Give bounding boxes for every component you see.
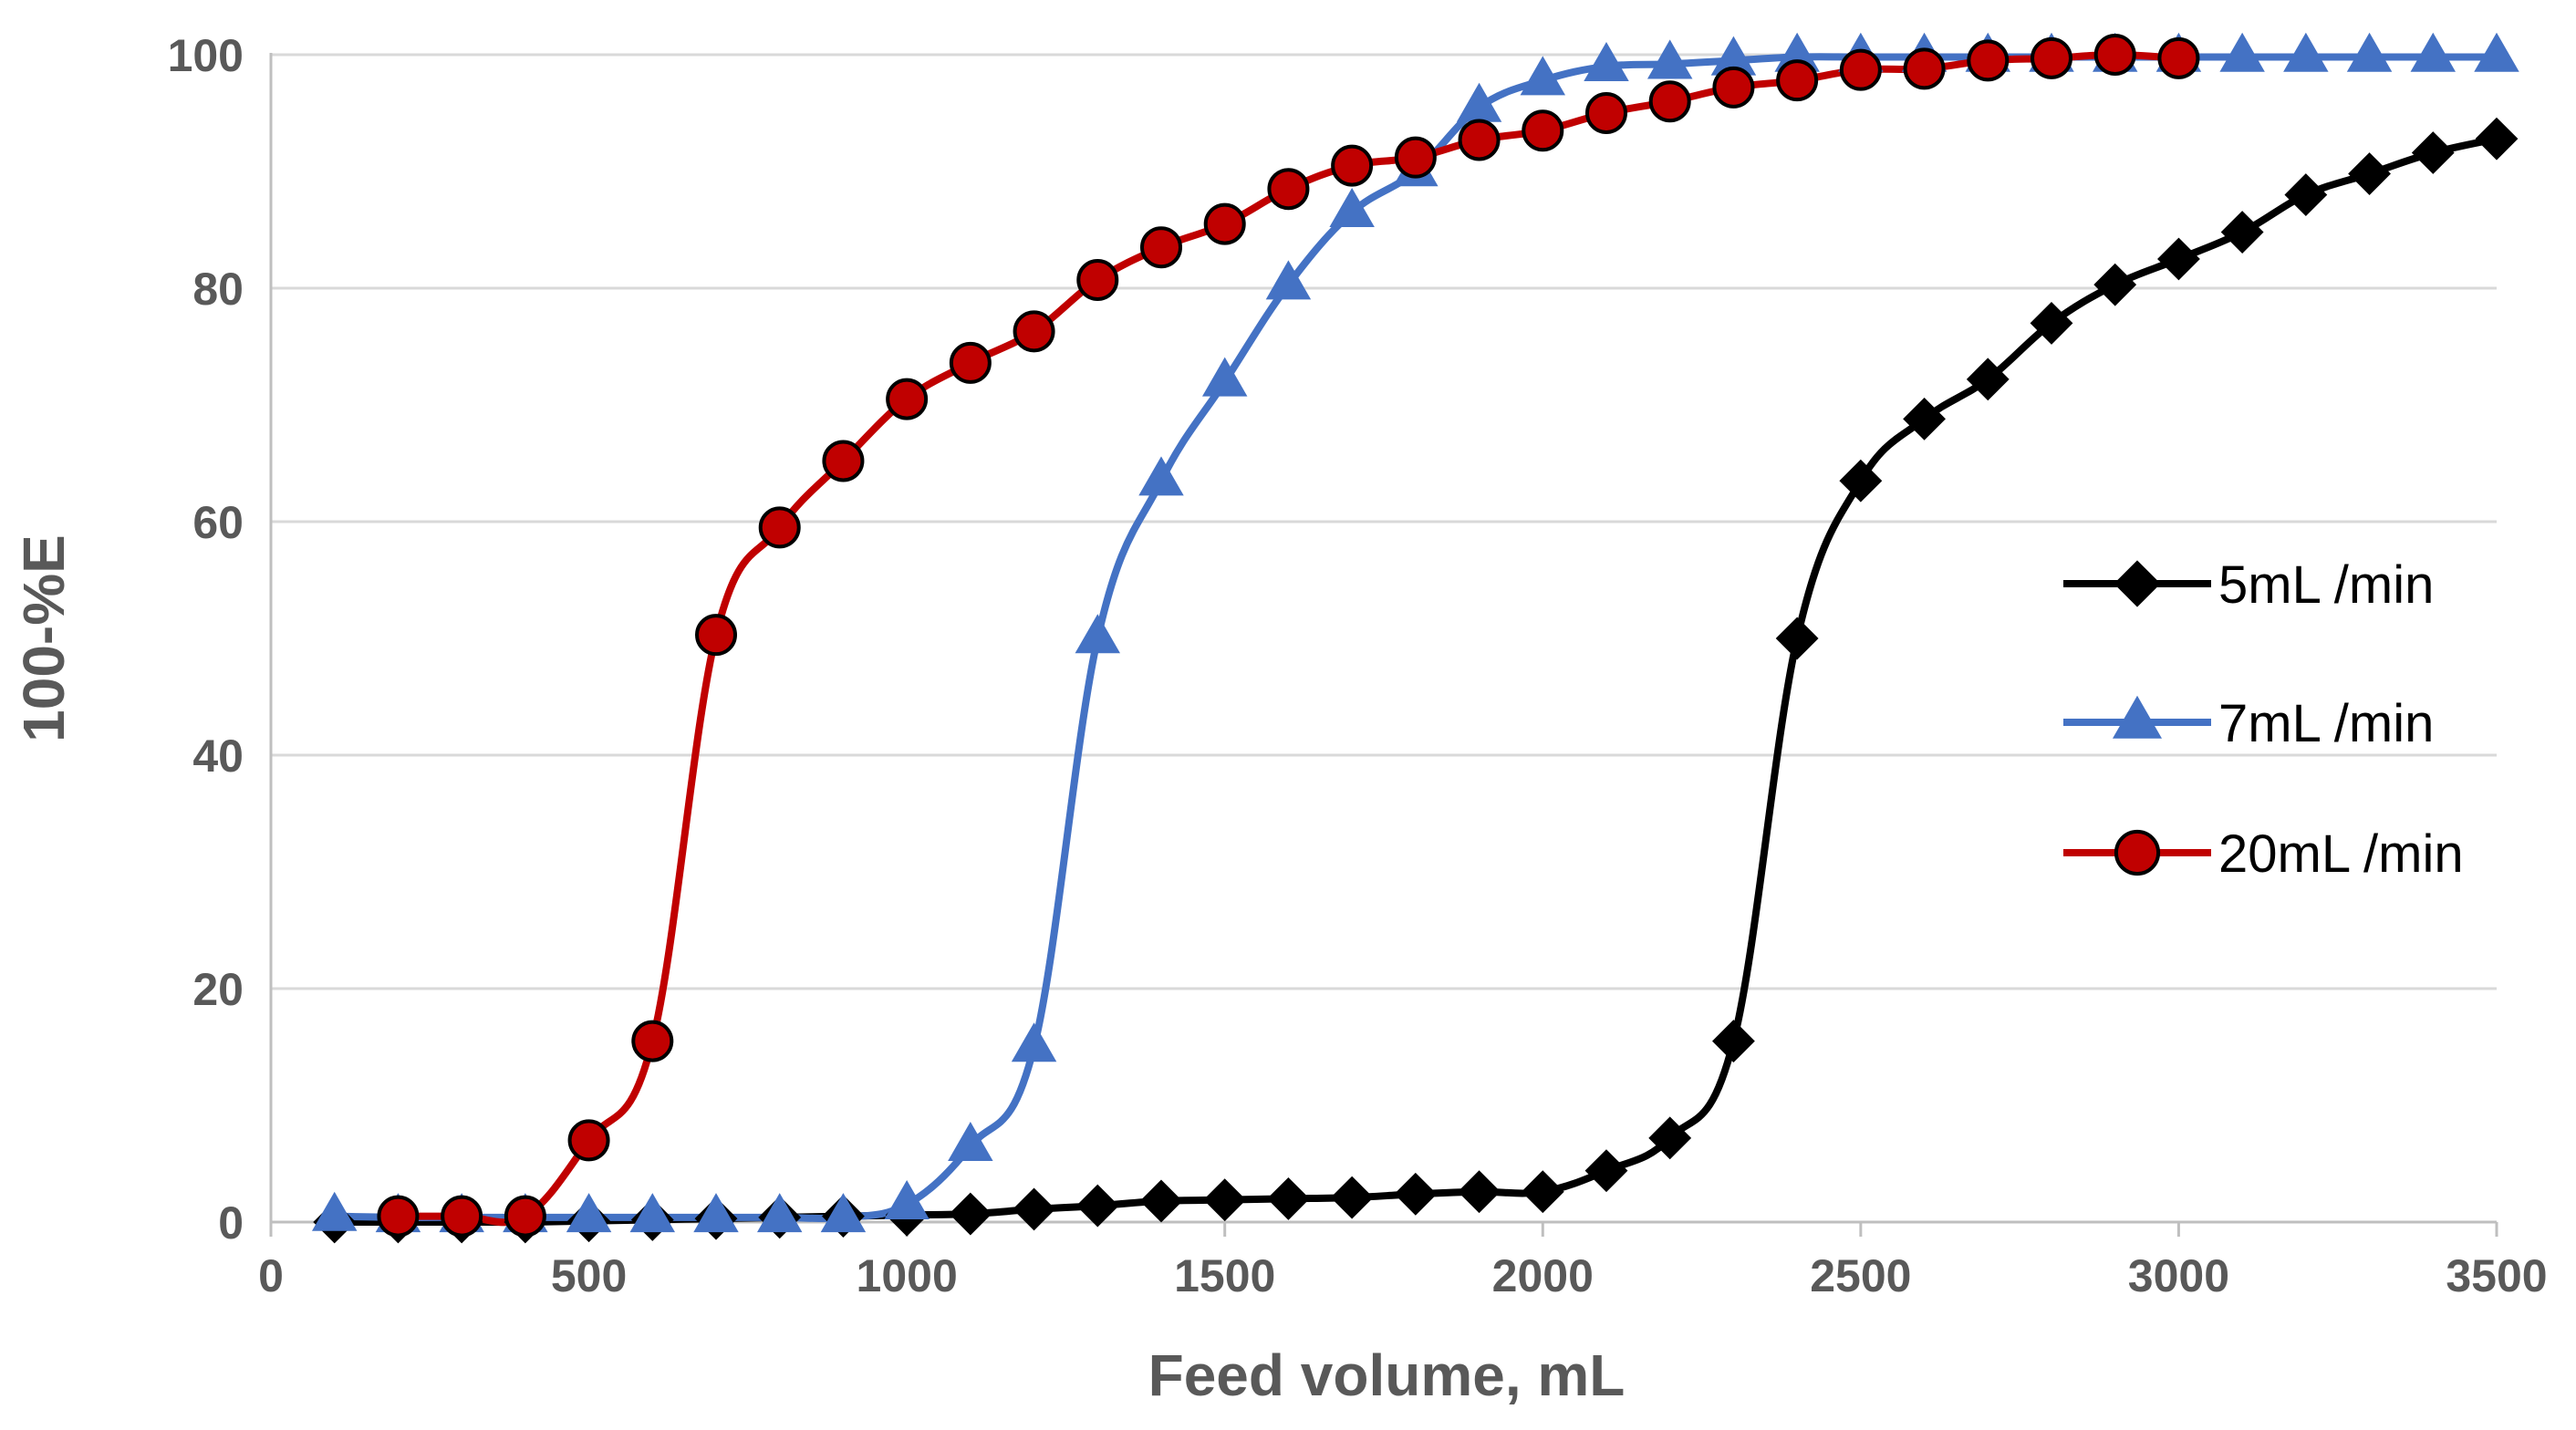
series-2-point-500 [568, 1195, 610, 1231]
x-tick-label-500: 500 [551, 1250, 627, 1301]
series-1-point-2500 [1841, 461, 1881, 501]
series-1-point-3200 [2286, 175, 2326, 215]
series-3-point-1700 [1333, 147, 1371, 185]
y-tick-label-40: 40 [192, 731, 244, 782]
series-1-point-3500 [2477, 119, 2517, 159]
series-1-point-1800 [1396, 1174, 1436, 1214]
series-1-point-1500 [1205, 1180, 1245, 1220]
y-tick-label-0: 0 [218, 1197, 244, 1249]
series-1-point-2100 [1586, 1151, 1626, 1191]
series-2-point-3500 [2476, 35, 2518, 71]
series-3-point-700 [697, 616, 735, 654]
x-tick-label-2500: 2500 [1810, 1250, 1911, 1301]
series-3-point-1400 [1142, 228, 1180, 266]
series-3-point-2600 [1906, 49, 1944, 88]
series-3-point-2900 [2096, 36, 2135, 74]
series-3-point-1800 [1397, 139, 1435, 177]
series-3-point-1100 [951, 344, 990, 382]
series-2-point-1700 [1331, 190, 1373, 226]
series-2-point-100 [314, 1194, 356, 1230]
series-3-point-1500 [1206, 205, 1244, 244]
series-3-point-400 [506, 1197, 545, 1236]
axes [271, 53, 2497, 1237]
x-tick-label-1000: 1000 [857, 1250, 958, 1301]
series-2-point-1300 [1076, 616, 1118, 652]
series-3-point-2400 [1778, 61, 1816, 99]
series-2-point-1000 [886, 1182, 928, 1218]
y-axis-title: 100-%E [11, 534, 77, 742]
series-1-point-1100 [950, 1194, 991, 1234]
series-3-point-3000 [2159, 39, 2197, 78]
series-2-point-1200 [1013, 1024, 1055, 1061]
series-3-point-2100 [1587, 94, 1626, 132]
x-tick-label-1500: 1500 [1174, 1250, 1275, 1301]
series-3-point-1600 [1269, 170, 1307, 208]
series-3-point-900 [824, 441, 862, 480]
series-1-point-1900 [1459, 1172, 1500, 1212]
y-tick-label-60: 60 [192, 497, 244, 548]
legend-label-1: 5mL /min [2218, 555, 2434, 615]
series-1-point-1600 [1268, 1178, 1308, 1218]
series-3-point-1000 [888, 380, 926, 419]
series-1-point-2300 [1713, 1021, 1753, 1062]
series-2-point-3100 [2221, 35, 2263, 71]
series-1-point-3300 [2350, 154, 2390, 194]
x-axis-title: Feed volume, mL [1148, 1342, 1626, 1408]
legend: 5mL /min 7mL /min 20mL /min [2063, 555, 2464, 884]
series-1-point-3000 [2158, 239, 2198, 279]
x-tick-label-2000: 2000 [1492, 1250, 1594, 1301]
series-3-point-1200 [1015, 312, 1054, 350]
y-tick-label-20: 20 [192, 964, 244, 1015]
series-2-point-3200 [2285, 35, 2327, 71]
series-3-point-2300 [1714, 68, 1752, 107]
series-2-point-3300 [2349, 35, 2391, 71]
y-tick-label-80: 80 [192, 264, 244, 315]
x-tick-label-0: 0 [258, 1250, 284, 1301]
series-1-point-3100 [2222, 212, 2262, 253]
series-3-point-2700 [1968, 41, 2007, 79]
series-3-point-1300 [1078, 261, 1117, 299]
series-3-point-2500 [1842, 51, 1880, 89]
y-tick-label-100: 100 [168, 30, 244, 81]
series-3-point-300 [442, 1197, 481, 1236]
series-1-point-3400 [2413, 133, 2453, 173]
series-1-point-2900 [2095, 264, 2135, 305]
series-3-point-500 [570, 1121, 608, 1159]
series-2-point-3400 [2412, 35, 2454, 71]
legend-marker-2 [2114, 698, 2161, 738]
series-3-point-1900 [1460, 120, 1499, 159]
series-3-point-2200 [1651, 82, 1689, 120]
legend-label-2: 7mL /min [2218, 694, 2434, 753]
series-1-point-2000 [1522, 1172, 1563, 1212]
series-1-point-1300 [1077, 1186, 1117, 1226]
series-3-point-200 [379, 1197, 417, 1236]
legend-label-3: 20mL /min [2218, 824, 2464, 884]
series-1-point-1700 [1332, 1177, 1372, 1218]
series-2-point-1900 [1459, 85, 1501, 121]
series-3-point-2000 [1523, 111, 1562, 150]
series-1-point-1400 [1141, 1181, 1181, 1221]
series-2-point-600 [631, 1195, 673, 1231]
breakthrough-line-chart: 0 500 1000 1500 2000 2500 3000 3500 0 20 40 60 80 100… [0, 0, 2576, 1430]
series-3-point-800 [761, 508, 799, 546]
series-2-point-1400 [1140, 458, 1182, 494]
legend-marker-3 [2116, 832, 2158, 874]
series-3-point-2800 [2032, 39, 2071, 78]
x-tick-label-3500: 3500 [2446, 1250, 2547, 1301]
x-tick-label-3000: 3000 [2128, 1250, 2229, 1301]
legend-marker-1 [2115, 562, 2159, 606]
series-3-point-600 [633, 1022, 671, 1061]
series-1-point-2400 [1777, 618, 1817, 658]
